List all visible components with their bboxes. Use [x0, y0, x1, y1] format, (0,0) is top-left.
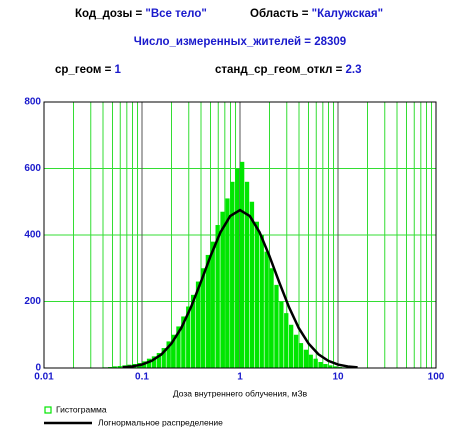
histogram-bar: [328, 365, 333, 368]
gm-value: 1: [115, 64, 122, 76]
y-tick-label: 0: [35, 363, 41, 374]
histogram-bar: [181, 316, 186, 368]
x-tick-label: 1: [237, 372, 243, 383]
histogram-bar: [190, 294, 196, 368]
legend-label: Гистограмма: [56, 404, 107, 414]
histogram-bar: [333, 366, 338, 368]
legend-label: Логнормальное распределение: [98, 417, 223, 427]
histogram-bar: [244, 181, 250, 368]
histogram-bar: [240, 161, 245, 368]
histogram-bar: [171, 334, 176, 368]
gsd-label: станд_ср_геом_откл =: [215, 64, 346, 76]
histogram-bar: [195, 281, 201, 368]
histogram-bar: [117, 366, 122, 368]
x-tick-label: 0.01: [34, 372, 54, 383]
x-tick-label: 10: [332, 372, 344, 383]
histogram-bar: [303, 349, 309, 368]
histogram-bar: [269, 268, 274, 368]
gm-label: ср_геом =: [55, 64, 115, 76]
x-tick-label: 0.1: [135, 372, 149, 383]
x-axis-label: Доза внутреннего облучения, мЗв: [173, 388, 308, 398]
histogram-bar: [200, 268, 206, 368]
header-gm: ср_геом = 1: [55, 64, 122, 76]
histogram-bar: [210, 241, 215, 368]
gsd-value: 2.3: [346, 64, 362, 76]
histogram-bar: [298, 343, 304, 368]
histogram-bar: [284, 313, 289, 368]
x-tick-label: 100: [428, 372, 445, 383]
y-tick-label: 600: [24, 163, 41, 174]
histogram-bar: [161, 348, 166, 368]
fit-curve: [122, 208, 358, 368]
histogram-bar: [186, 306, 191, 368]
histogram-bar: [146, 358, 152, 368]
histogram-bar: [288, 324, 294, 368]
header-gsd: станд_ср_геом_откл = 2.3: [215, 64, 362, 76]
histogram-bar: [259, 235, 264, 368]
histogram-bar: [230, 181, 235, 368]
code-value: "Все тело": [145, 8, 206, 20]
histogram-bar: [156, 353, 162, 368]
histogram-bar: [323, 364, 328, 368]
header-region: Область = "Калужская": [250, 8, 383, 20]
histogram-bar: [308, 354, 313, 368]
histogram-bar: [220, 211, 225, 368]
code-label: Код_дозы =: [75, 8, 145, 20]
histogram-bar: [112, 366, 117, 368]
histogram-bar: [205, 254, 211, 368]
y-tick-label: 800: [24, 97, 41, 108]
histogram-bar: [279, 301, 284, 368]
histogram-bar: [254, 221, 260, 368]
histogram-bar: [313, 358, 318, 368]
histogram-bar: [264, 251, 269, 368]
legend-swatch: [44, 406, 52, 414]
histogram-bar: [293, 334, 299, 368]
histogram-bar: [176, 326, 181, 368]
y-tick-label: 200: [24, 296, 41, 307]
histogram-bar: [225, 198, 230, 368]
header-line-1: Код_дозы = "Все тело": [75, 8, 207, 20]
histogram-bar: [215, 225, 220, 368]
histogram-bar: [318, 362, 323, 368]
region-value: "Калужская": [312, 8, 383, 20]
histogram-bar: [151, 356, 157, 368]
histogram-bar: [274, 284, 279, 368]
histogram-bar: [235, 168, 240, 368]
y-tick-label: 400: [24, 230, 41, 241]
histogram-bar: [249, 201, 255, 368]
count-text: Число_измеренных_жителей = 28309: [134, 36, 346, 48]
plot-frame: [43, 101, 437, 369]
histogram-bar: [166, 341, 171, 368]
region-label: Область =: [250, 8, 312, 20]
